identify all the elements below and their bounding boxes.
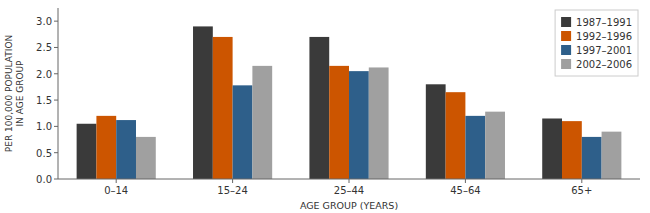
bar — [349, 71, 369, 179]
legend-swatch — [561, 59, 571, 69]
x-tick-label: 65+ — [571, 185, 592, 196]
y-tick — [54, 126, 58, 127]
y-tick-label: 3.0 — [36, 16, 52, 27]
legend-swatch — [561, 31, 571, 41]
bar — [602, 132, 622, 179]
legend-swatch — [561, 45, 571, 55]
bar — [96, 116, 116, 179]
bar — [329, 66, 349, 179]
bar — [116, 120, 136, 179]
x-tick — [349, 179, 350, 183]
bar — [77, 124, 97, 179]
chart: 0.0 0.5 1.0 1.5 2.0 2.5 3.0 0–14 15–24 25–44 45–64… — [0, 0, 650, 213]
x-tick — [581, 179, 582, 183]
bar — [136, 137, 156, 179]
y-tick — [54, 152, 58, 153]
y-axis-label-line: IN AGE GROUP — [15, 60, 25, 127]
legend: 1987–1991 1992–1996 1997–2001 2002–2006 — [555, 10, 638, 76]
y-tick-label: 0.5 — [36, 148, 52, 159]
bars — [77, 26, 622, 179]
y-tick — [54, 100, 58, 101]
bar — [213, 37, 233, 179]
y-tick-label: 2.5 — [36, 42, 52, 53]
y-axis-label: PER 100,000 POPULATIONIN AGE GROUP — [4, 35, 25, 152]
bar — [485, 112, 505, 179]
legend-box — [555, 10, 638, 76]
y-tick — [54, 179, 58, 180]
x-tick-label: 25–44 — [334, 185, 364, 196]
y-tick-label: 1.5 — [36, 95, 52, 106]
y-axis-label-line: PER 100,000 POPULATION — [4, 35, 14, 152]
x-tick — [465, 179, 466, 183]
bar — [465, 116, 485, 179]
x-tick — [116, 179, 117, 183]
legend-label: 1992–1996 — [576, 31, 632, 42]
bar — [369, 67, 389, 179]
x-tick — [232, 179, 233, 183]
legend-label: 1997–2001 — [576, 45, 632, 56]
bar — [426, 84, 446, 179]
x-axis-label: AGE GROUP (YEARS) — [300, 200, 398, 211]
y-tick-label: 0.0 — [36, 174, 52, 185]
bar — [193, 26, 213, 179]
legend-swatch — [561, 17, 571, 27]
x-tick-label: 15–24 — [217, 185, 247, 196]
bar — [562, 121, 582, 179]
bar — [446, 92, 466, 179]
legend-label: 1987–1991 — [576, 17, 632, 28]
x-tick-label: 0–14 — [104, 185, 128, 196]
chart-container: 0.0 0.5 1.0 1.5 2.0 2.5 3.0 0–14 15–24 25–44 45–64… — [0, 0, 650, 213]
y-tick-label: 1.0 — [36, 121, 52, 132]
bar — [582, 137, 602, 179]
y-tick-label: 2.0 — [36, 69, 52, 80]
bar — [542, 118, 562, 179]
bar — [309, 37, 329, 179]
x-tick-label: 45–64 — [450, 185, 480, 196]
y-axis-line — [58, 8, 59, 179]
y-tick — [54, 21, 58, 22]
bar — [233, 85, 253, 179]
legend-label: 2002–2006 — [576, 59, 632, 70]
y-tick — [54, 47, 58, 48]
y-tick — [54, 73, 58, 74]
bar — [252, 66, 272, 179]
